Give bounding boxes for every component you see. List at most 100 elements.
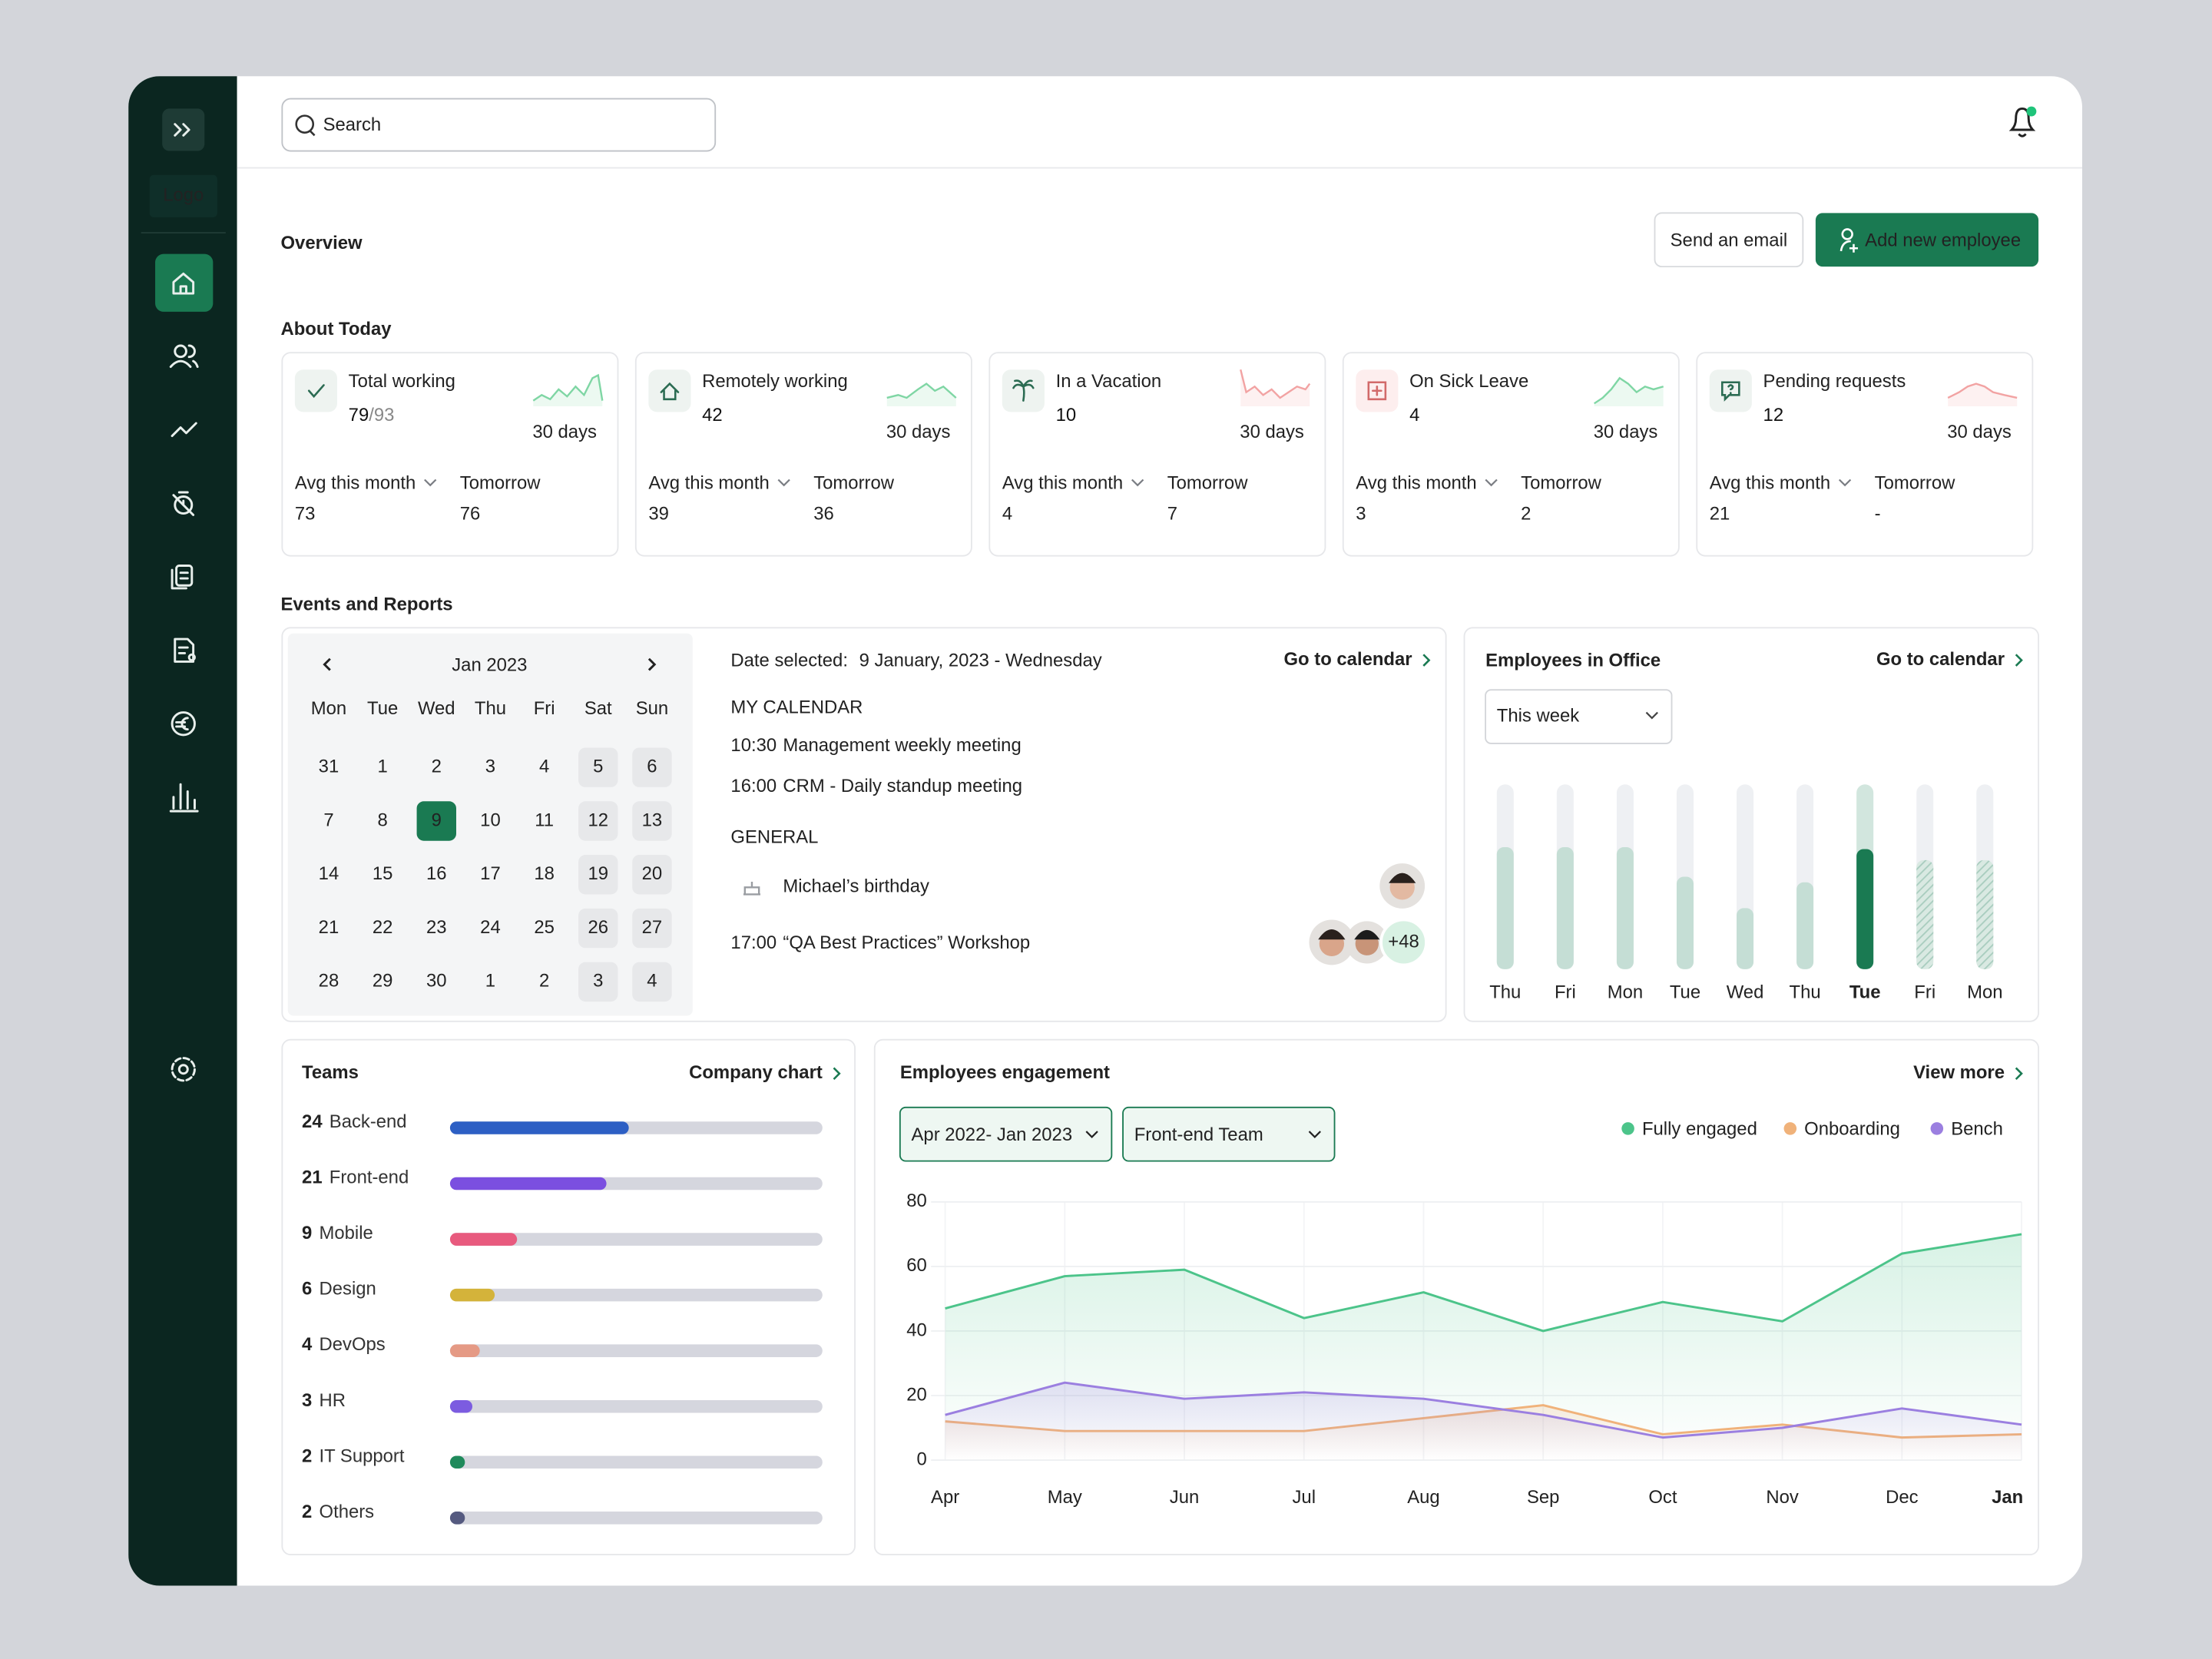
calendar-day[interactable]: 30: [426, 971, 447, 992]
calendar-day[interactable]: 18: [534, 863, 555, 884]
send-email-button[interactable]: [1654, 212, 1804, 268]
line: [945, 1381, 2022, 1439]
calendar-day[interactable]: 11: [535, 810, 554, 830]
calendar-day[interactable]: 24: [480, 917, 501, 938]
calendar-day[interactable]: 26: [588, 917, 609, 938]
team-label: 2 IT Support: [302, 1446, 405, 1467]
filter-select[interactable]: [1122, 1106, 1336, 1162]
nav-analytics[interactable]: [171, 422, 197, 438]
calendar-day[interactable]: 4: [647, 971, 657, 992]
nav-people[interactable]: [169, 344, 199, 369]
search-box[interactable]: [281, 98, 717, 152]
calendar-day[interactable]: 23: [426, 917, 447, 938]
calendar-day[interactable]: 5: [593, 756, 603, 777]
chevron-down: [1308, 1131, 1321, 1138]
sparkline-area: [1240, 369, 1310, 406]
calendar-day[interactable]: 22: [373, 917, 393, 938]
nav-settings[interactable]: [171, 1057, 196, 1082]
legend-label: Onboarding: [1804, 1119, 1900, 1140]
calendar-day[interactable]: 3: [485, 756, 495, 777]
nav-home-active[interactable]: [155, 253, 214, 312]
team-name: Back-end: [329, 1111, 407, 1132]
selected-day[interactable]: [416, 801, 456, 841]
x-tick-label: Tue: [1670, 982, 1700, 1002]
nav-time[interactable]: [172, 491, 195, 516]
calendar-day[interactable]: 16: [426, 863, 447, 884]
calendar-day[interactable]: 8: [377, 810, 387, 830]
calendar-day[interactable]: 4: [539, 756, 549, 777]
go-to-calendar[interactable]: Go to calendar: [1876, 649, 2005, 670]
company-chart-link[interactable]: Company chart: [689, 1062, 823, 1083]
bar: [1856, 849, 1874, 969]
calendar-day[interactable]: 9: [432, 810, 442, 830]
x-tick-label: Nov: [1766, 1487, 1799, 1508]
event-title: “QA Best Practices” Workshop: [783, 932, 1030, 953]
calendar-day[interactable]: 13: [642, 810, 663, 830]
calendar-day[interactable]: 3: [593, 971, 603, 992]
card-value-number: 4: [1409, 405, 1419, 426]
chevron-down: [1085, 1131, 1098, 1138]
calendar-day[interactable]: 28: [319, 971, 339, 992]
weekday: Fri: [534, 698, 555, 719]
calendar-day[interactable]: 20: [642, 863, 663, 884]
event-time: 17:00: [730, 932, 777, 953]
sparkline-line: [532, 373, 604, 402]
add-employee-button[interactable]: [1815, 213, 2039, 267]
card-period: 30 days: [1594, 422, 1658, 442]
calendar-day[interactable]: 1: [377, 756, 387, 777]
team-count: 6: [302, 1279, 312, 1300]
calendar-day[interactable]: 7: [323, 810, 333, 830]
calendar-day[interactable]: 19: [588, 863, 609, 884]
x-tick-label: Fri: [1914, 982, 1936, 1002]
week-select[interactable]: [1485, 689, 1673, 744]
calendar-day[interactable]: 1: [485, 971, 495, 992]
x-tick-label: Dec: [1886, 1487, 1919, 1508]
tomorrow-label: Tomorrow: [1521, 472, 1602, 493]
page-title: Overview: [281, 233, 363, 253]
calendar-day[interactable]: 27: [642, 917, 663, 938]
calendar-day[interactable]: 21: [319, 917, 339, 938]
calendar-day[interactable]: 25: [534, 917, 555, 938]
card-value-number: 12: [1763, 405, 1784, 426]
nav-reports[interactable]: [174, 637, 196, 663]
card-period: 30 days: [532, 422, 597, 442]
calendar-day[interactable]: 12: [588, 810, 609, 830]
go-to-calendar[interactable]: Go to calendar: [1284, 649, 1412, 670]
team-track: [449, 1344, 823, 1357]
nav-documents[interactable]: [171, 565, 194, 590]
calendar-day[interactable]: 15: [373, 863, 393, 884]
bar: [1676, 876, 1694, 969]
x-tick-label: May: [1048, 1487, 1082, 1508]
expand-button[interactable]: [162, 108, 205, 151]
calendar-day[interactable]: 29: [373, 971, 393, 992]
filter-select[interactable]: [899, 1106, 1113, 1162]
logo-box: [149, 174, 217, 217]
calendar-day[interactable]: 14: [319, 863, 339, 884]
notification-bell[interactable]: [2008, 107, 2036, 137]
avg-label: Avg this month: [648, 472, 769, 493]
tomorrow-value: 2: [1521, 504, 1531, 525]
bar: [1496, 847, 1514, 969]
team-name: HR: [320, 1390, 346, 1411]
calendar-prev[interactable]: [323, 657, 331, 671]
x-tick-label: Thu: [1489, 982, 1521, 1002]
section-title: About Today: [281, 319, 392, 339]
team-track: [449, 1288, 823, 1302]
card-icon: [307, 384, 325, 399]
calendar-day[interactable]: 2: [539, 971, 549, 992]
event-title: Management weekly meeting: [783, 735, 1021, 756]
calendar-day[interactable]: 10: [480, 810, 501, 830]
card-value: 79/93: [349, 405, 395, 426]
legend-label: Bench: [1951, 1119, 2003, 1140]
nav-stats[interactable]: [169, 783, 199, 813]
calendar-next[interactable]: [647, 657, 657, 671]
view-more[interactable]: View more: [1913, 1062, 2005, 1083]
calendar-day[interactable]: 31: [319, 756, 339, 777]
calendar-day[interactable]: 2: [432, 756, 442, 777]
calendar-day[interactable]: 6: [647, 756, 657, 777]
sparkline: [1240, 369, 1311, 406]
calendar-day[interactable]: 17: [480, 863, 501, 884]
stat-card: [988, 352, 1326, 557]
nav-finance[interactable]: [171, 711, 196, 737]
